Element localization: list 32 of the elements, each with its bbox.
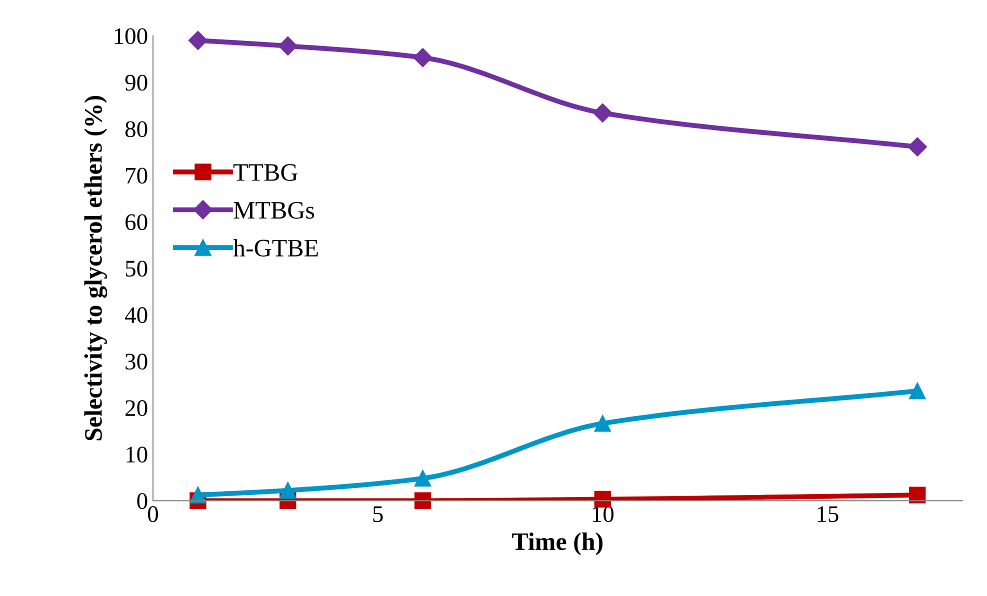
point bbox=[188, 30, 208, 50]
point bbox=[594, 490, 611, 508]
point bbox=[594, 415, 611, 432]
y-tick-label: 0 bbox=[137, 493, 148, 510]
point bbox=[909, 382, 926, 400]
y-tick-label: 30 bbox=[126, 354, 148, 370]
point bbox=[593, 103, 612, 122]
x-tick-label: 15 bbox=[818, 506, 838, 522]
point bbox=[280, 482, 296, 499]
y-tick-label: 40 bbox=[124, 307, 148, 324]
x-tick-label: 0 bbox=[148, 506, 158, 522]
y-tick-label: 60 bbox=[126, 214, 148, 230]
y-tick-label: 90 bbox=[125, 74, 148, 91]
point bbox=[414, 492, 432, 509]
x-tick-label: 5 bbox=[373, 506, 383, 522]
legend-label: h-GTBE bbox=[233, 238, 318, 257]
legend-label: TTBG bbox=[233, 164, 298, 181]
y-tick-label: 70 bbox=[126, 168, 148, 184]
y-axis-title: Selectivity to glycerol ethers (%) bbox=[84, 96, 108, 440]
point bbox=[414, 470, 432, 487]
point bbox=[190, 486, 206, 504]
x-axis-title: Time (h) bbox=[512, 532, 603, 556]
point bbox=[909, 486, 926, 504]
y-tick-label: 80 bbox=[125, 121, 148, 138]
y-tick-label: 50 bbox=[126, 260, 148, 277]
point bbox=[413, 48, 432, 68]
point bbox=[908, 137, 927, 156]
y-tick-label: 10 bbox=[126, 446, 148, 463]
point bbox=[278, 36, 298, 56]
y-tick-label: 100 bbox=[114, 28, 148, 44]
y-tick-label: 20 bbox=[126, 400, 148, 416]
legend-label: MTBGs bbox=[234, 202, 314, 219]
